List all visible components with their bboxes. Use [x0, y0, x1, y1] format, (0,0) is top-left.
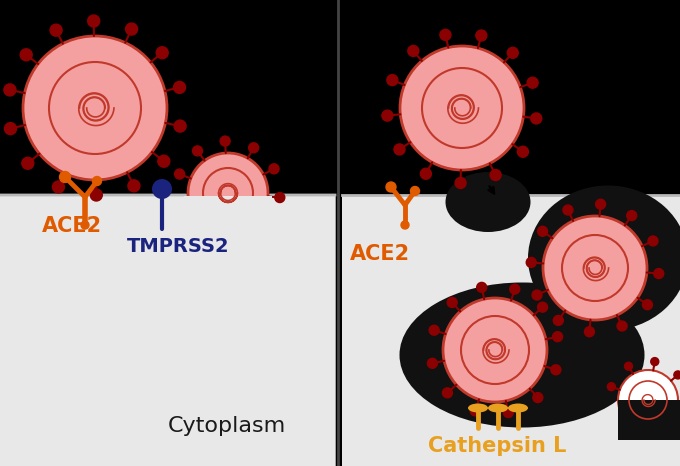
- Polygon shape: [0, 195, 335, 466]
- Circle shape: [538, 302, 547, 312]
- Circle shape: [188, 153, 268, 233]
- Circle shape: [531, 113, 542, 124]
- Circle shape: [476, 30, 487, 41]
- Circle shape: [386, 182, 396, 192]
- Circle shape: [447, 297, 457, 308]
- Circle shape: [674, 371, 680, 379]
- Circle shape: [554, 315, 563, 325]
- Circle shape: [156, 47, 168, 59]
- Ellipse shape: [400, 282, 645, 427]
- Circle shape: [92, 177, 101, 185]
- Circle shape: [455, 178, 466, 188]
- Circle shape: [503, 408, 513, 418]
- Circle shape: [510, 284, 520, 294]
- Text: Cytoplasm: Cytoplasm: [168, 416, 286, 436]
- Circle shape: [543, 216, 647, 320]
- Circle shape: [627, 211, 636, 220]
- Circle shape: [401, 221, 409, 229]
- Circle shape: [23, 36, 167, 180]
- Circle shape: [60, 171, 71, 183]
- Circle shape: [81, 221, 89, 229]
- Circle shape: [443, 388, 452, 398]
- Circle shape: [249, 143, 258, 153]
- Circle shape: [88, 15, 100, 27]
- Circle shape: [400, 46, 524, 170]
- Circle shape: [90, 189, 102, 201]
- Circle shape: [4, 84, 16, 96]
- Circle shape: [532, 290, 542, 300]
- Circle shape: [624, 362, 632, 370]
- Circle shape: [22, 157, 34, 169]
- Ellipse shape: [468, 404, 488, 412]
- Text: ACE2: ACE2: [42, 216, 102, 236]
- Circle shape: [596, 199, 606, 209]
- Circle shape: [175, 169, 184, 179]
- Circle shape: [533, 392, 543, 403]
- Circle shape: [429, 325, 439, 335]
- Circle shape: [607, 383, 615, 391]
- Circle shape: [527, 77, 538, 88]
- Circle shape: [192, 146, 203, 156]
- Circle shape: [158, 155, 170, 167]
- Bar: [618, 400, 680, 440]
- Circle shape: [5, 123, 16, 135]
- Ellipse shape: [508, 404, 528, 412]
- Circle shape: [394, 144, 405, 155]
- Ellipse shape: [528, 185, 680, 330]
- Circle shape: [653, 268, 664, 279]
- Circle shape: [126, 23, 137, 35]
- Circle shape: [411, 186, 420, 196]
- Text: TMPRSS2: TMPRSS2: [127, 237, 230, 256]
- Circle shape: [382, 110, 393, 121]
- Circle shape: [477, 282, 487, 292]
- Circle shape: [651, 357, 659, 366]
- Circle shape: [618, 370, 678, 430]
- Circle shape: [20, 49, 32, 61]
- Bar: [342, 195, 680, 466]
- Circle shape: [428, 358, 437, 368]
- Circle shape: [275, 192, 285, 203]
- Text: Cathepsin L: Cathepsin L: [428, 436, 566, 456]
- Circle shape: [643, 300, 652, 310]
- Text: ACE2: ACE2: [350, 244, 410, 264]
- Circle shape: [440, 29, 451, 41]
- Circle shape: [471, 406, 480, 416]
- Circle shape: [174, 120, 186, 132]
- Circle shape: [538, 226, 547, 236]
- Circle shape: [563, 205, 573, 215]
- Circle shape: [617, 321, 627, 331]
- Circle shape: [50, 24, 62, 36]
- Circle shape: [517, 146, 528, 157]
- Circle shape: [584, 327, 594, 337]
- Circle shape: [128, 180, 140, 192]
- Circle shape: [152, 179, 172, 199]
- Circle shape: [220, 136, 230, 146]
- Circle shape: [408, 46, 419, 56]
- Circle shape: [173, 82, 186, 93]
- Circle shape: [387, 75, 398, 86]
- Circle shape: [526, 257, 537, 267]
- Circle shape: [553, 332, 562, 342]
- Circle shape: [551, 365, 561, 375]
- Bar: [0, 195, 335, 466]
- Circle shape: [52, 181, 65, 193]
- Circle shape: [420, 168, 431, 179]
- Circle shape: [507, 48, 518, 58]
- Ellipse shape: [445, 172, 530, 232]
- Ellipse shape: [488, 404, 508, 412]
- Circle shape: [648, 236, 658, 246]
- Circle shape: [269, 164, 279, 174]
- Bar: [184, 196, 272, 246]
- Circle shape: [490, 170, 501, 180]
- Circle shape: [443, 298, 547, 402]
